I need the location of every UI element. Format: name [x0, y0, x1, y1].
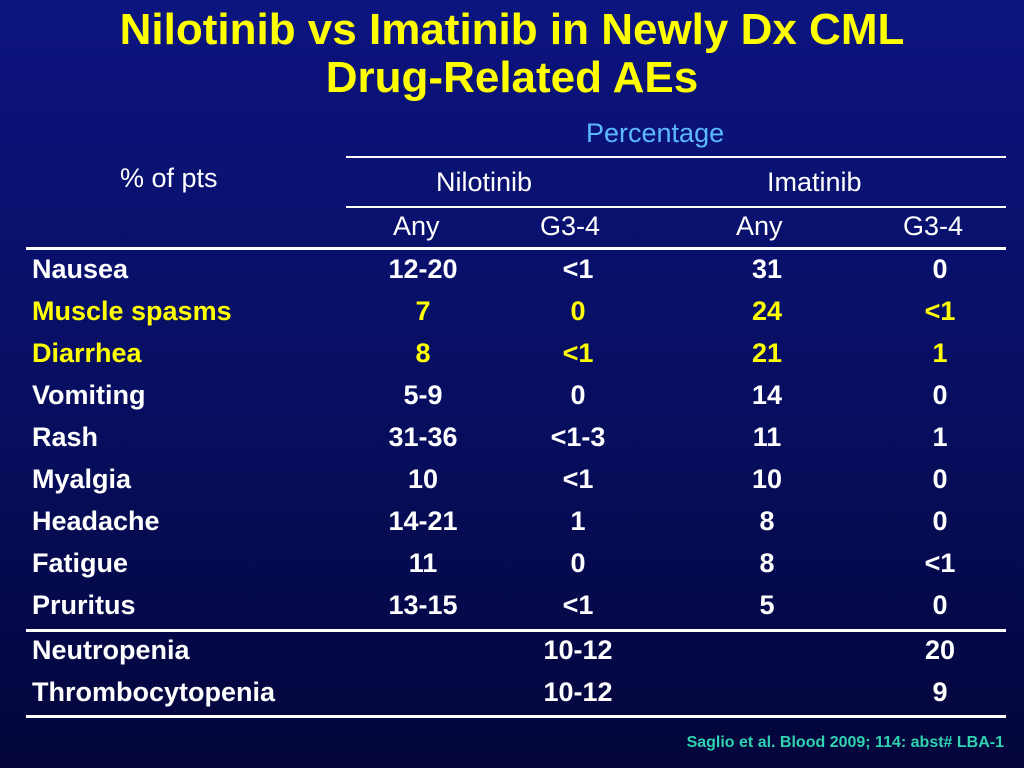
nilotinib-header: Nilotinib [436, 167, 533, 197]
percentage-rule [346, 156, 1006, 158]
table-row: Headache 14-21 1 8 0 [0, 500, 1024, 542]
imatinib-g34: 0 [932, 380, 948, 410]
nilotinib-any: 5-9 [403, 380, 443, 410]
nil-g34-header: G3-4 [540, 211, 601, 241]
imatinib-g34: 0 [932, 506, 948, 536]
nilotinib-g34: <1 [562, 254, 594, 284]
row-label: Nausea [32, 254, 129, 284]
imatinib-any: 24 [751, 296, 783, 326]
imatinib-g34: <1 [924, 296, 956, 326]
imatinib-any: 21 [751, 338, 783, 368]
percentage-header: Percentage [586, 118, 725, 148]
table-row: Vomiting 5-9 0 14 0 [0, 374, 1024, 416]
nilotinib-g34: 10-12 [543, 677, 613, 707]
slide-title: Nilotinib vs Imatinib in Newly Dx CML Dr… [0, 6, 1024, 102]
imatinib-any: 8 [759, 506, 775, 536]
imatinib-any: 5 [759, 590, 775, 620]
row-label: Pruritus [32, 590, 136, 620]
nilotinib-g34: <1 [562, 464, 594, 494]
nilotinib-any: 8 [415, 338, 431, 368]
nilotinib-g34: <1 [562, 338, 594, 368]
header-bottom-rule [26, 247, 1006, 250]
imatinib-any: 14 [751, 380, 783, 410]
nilotinib-g34: 0 [570, 380, 586, 410]
row-label: Headache [32, 506, 160, 536]
row-label: Myalgia [32, 464, 132, 494]
table-row: Muscle spasms 7 0 24 <1 [0, 290, 1024, 332]
table-row: Rash 31-36 <1-3 11 1 [0, 416, 1024, 458]
nilotinib-g34: <1-3 [550, 422, 606, 452]
table-row: Myalgia 10 <1 10 0 [0, 458, 1024, 500]
row-label: Thrombocytopenia [32, 677, 276, 707]
ima-any-header: Any [736, 211, 783, 241]
nilotinib-any: 13-15 [388, 590, 458, 620]
imatinib-any: 8 [759, 548, 775, 578]
row-label: Rash [32, 422, 99, 452]
row-label: Diarrhea [32, 338, 142, 368]
nilotinib-g34: 1 [570, 506, 586, 536]
nilotinib-any: 11 [408, 548, 438, 578]
imatinib-g34: 0 [932, 464, 948, 494]
nil-any-header: Any [393, 211, 440, 241]
title-line-2: Drug-Related AEs [325, 53, 699, 102]
row-header-label: % of pts [120, 163, 218, 193]
imatinib-any: 11 [752, 422, 782, 452]
imatinib-g34: 9 [932, 677, 948, 707]
imatinib-g34: 0 [932, 254, 948, 284]
ima-g34-header: G3-4 [903, 211, 964, 241]
table-row: Pruritus 13-15 <1 5 0 [0, 584, 1024, 626]
nilotinib-g34: 0 [570, 548, 586, 578]
row-label: Vomiting [32, 380, 146, 410]
nilotinib-g34: <1 [562, 590, 594, 620]
table-row: Diarrhea 8 <1 21 1 [0, 332, 1024, 374]
imatinib-any: 31 [751, 254, 783, 284]
imatinib-g34: <1 [924, 548, 956, 578]
imatinib-g34: 20 [924, 635, 956, 665]
title-line-1: Nilotinib vs Imatinib in Newly Dx CML [119, 5, 905, 54]
nilotinib-any: 10 [407, 464, 439, 494]
nilotinib-any: 7 [415, 296, 431, 326]
drug-rule [346, 206, 1006, 208]
nilotinib-any: 14-21 [388, 506, 458, 536]
citation: Saglio et al. Blood 2009; 114: abst# LBA… [686, 734, 1004, 751]
nilotinib-g34: 0 [570, 296, 586, 326]
imatinib-g34: 1 [932, 338, 948, 368]
row-label: Muscle spasms [32, 296, 232, 326]
table-row: Thrombocytopenia 10-12 9 [0, 671, 1024, 713]
table-row: Fatigue 11 0 8 <1 [0, 542, 1024, 584]
nilotinib-g34: 10-12 [543, 635, 613, 665]
imatinib-g34: 1 [932, 422, 948, 452]
imatinib-g34: 0 [932, 590, 948, 620]
imatinib-header: Imatinib [767, 167, 862, 197]
section-divider [26, 629, 1006, 632]
row-label: Fatigue [32, 548, 129, 578]
row-label: Neutropenia [32, 635, 190, 665]
nilotinib-any: 31-36 [388, 422, 458, 452]
nilotinib-any: 12-20 [388, 254, 458, 284]
table-bottom-rule [26, 715, 1006, 718]
table-row: Nausea 12-20 <1 31 0 [0, 248, 1024, 290]
imatinib-any: 10 [751, 464, 783, 494]
table-row: Neutropenia 10-12 20 [0, 629, 1024, 671]
